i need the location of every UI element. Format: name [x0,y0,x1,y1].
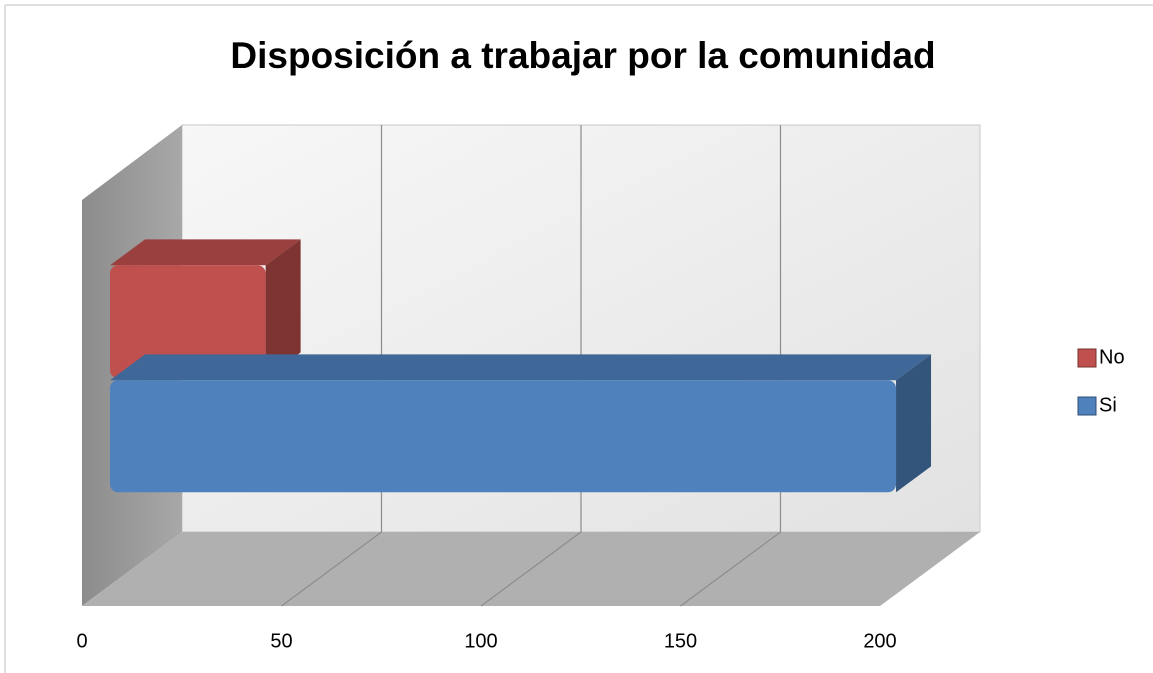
x-tick-label: 200 [863,630,896,652]
grid-line [480,125,582,607]
bar-front [110,380,897,493]
chart-title: Disposición a trabajar por la comunidad [230,35,935,76]
bar-front [110,265,266,379]
grid-line [281,125,383,607]
x-tick-label: 100 [464,630,497,652]
x-tick-label: 150 [664,630,697,652]
bar-side [265,239,301,379]
legend-swatch [1077,396,1097,416]
bar [110,354,932,493]
bar [110,239,301,379]
legend-swatch [1077,348,1097,368]
legend-label: No [1099,346,1125,368]
x-tick-label: 0 [76,630,87,652]
bar-top [110,239,301,266]
legend-label: Si [1099,394,1117,416]
bar-side [896,354,932,493]
grid-line [680,125,782,607]
bar-top [110,354,932,381]
x-tick-label: 50 [270,630,292,652]
